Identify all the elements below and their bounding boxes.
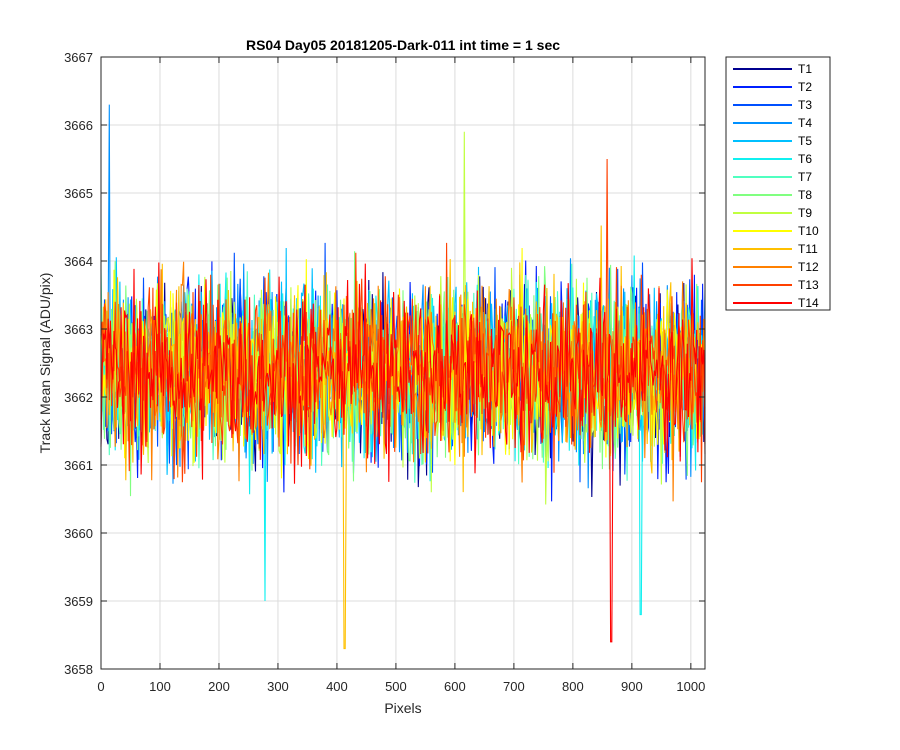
legend-label-t2: T2 [798,80,812,94]
x-tick-label: 300 [267,679,289,694]
series-line-t14 [100,258,706,643]
y-tick-label: 3663 [64,322,93,337]
y-tick-label: 3662 [64,390,93,405]
x-tick-label: 600 [444,679,466,694]
x-tick-label: 700 [503,679,525,694]
plot-frame [100,56,706,670]
legend-label-t14: T14 [798,296,819,310]
legend-label-t4: T4 [798,116,812,130]
legend-label-t6: T6 [798,152,812,166]
y-tick-label: 3659 [64,594,93,609]
x-tick-label: 900 [621,679,643,694]
y-tick-label: 3665 [64,186,93,201]
legend-label-t11: T11 [798,242,818,256]
legend-label-t13: T13 [798,278,819,292]
x-tick-label: 500 [385,679,407,694]
x-tick-label: 800 [562,679,584,694]
y-tick-label: 3664 [64,254,93,269]
y-tick-label: 3666 [64,118,93,133]
legend-label-t1: T1 [798,62,812,76]
legend-label-t8: T8 [798,188,812,202]
x-tick-label: 1000 [676,679,705,694]
legend-label-t7: T7 [798,170,812,184]
legend-label-t10: T10 [798,224,819,238]
x-tick-label: 400 [326,679,348,694]
chart-title: RS04 Day05 20181205-Dark-011 int time = … [246,37,560,53]
y-axis-title: Track Mean Signal (ADU/pix) [37,273,53,454]
y-tick-label: 3658 [64,662,93,677]
axis-ticks: 0 100 200 300 400 500 600 700 800 900 1000 3658 3659… [64,50,705,694]
series-line-t12 [100,261,706,502]
series-lines [100,104,706,650]
y-tick-label: 3667 [64,50,93,65]
x-tick-label: 0 [97,679,104,694]
x-axis-title: Pixels [384,700,421,716]
legend-label-t3: T3 [798,98,812,112]
legend-label-t12: T12 [798,260,819,274]
legend-label-t9: T9 [798,206,812,220]
x-tick-label: 100 [149,679,171,694]
legend: T1 T2 T3 T4 T5 T6 T7 T8 T9 T10 T11 T12 T13 T14 [725,56,831,311]
y-tick-label: 3660 [64,526,93,541]
legend-label-t5: T5 [798,134,812,148]
y-tick-label: 3661 [64,458,93,473]
x-tick-label: 200 [208,679,230,694]
